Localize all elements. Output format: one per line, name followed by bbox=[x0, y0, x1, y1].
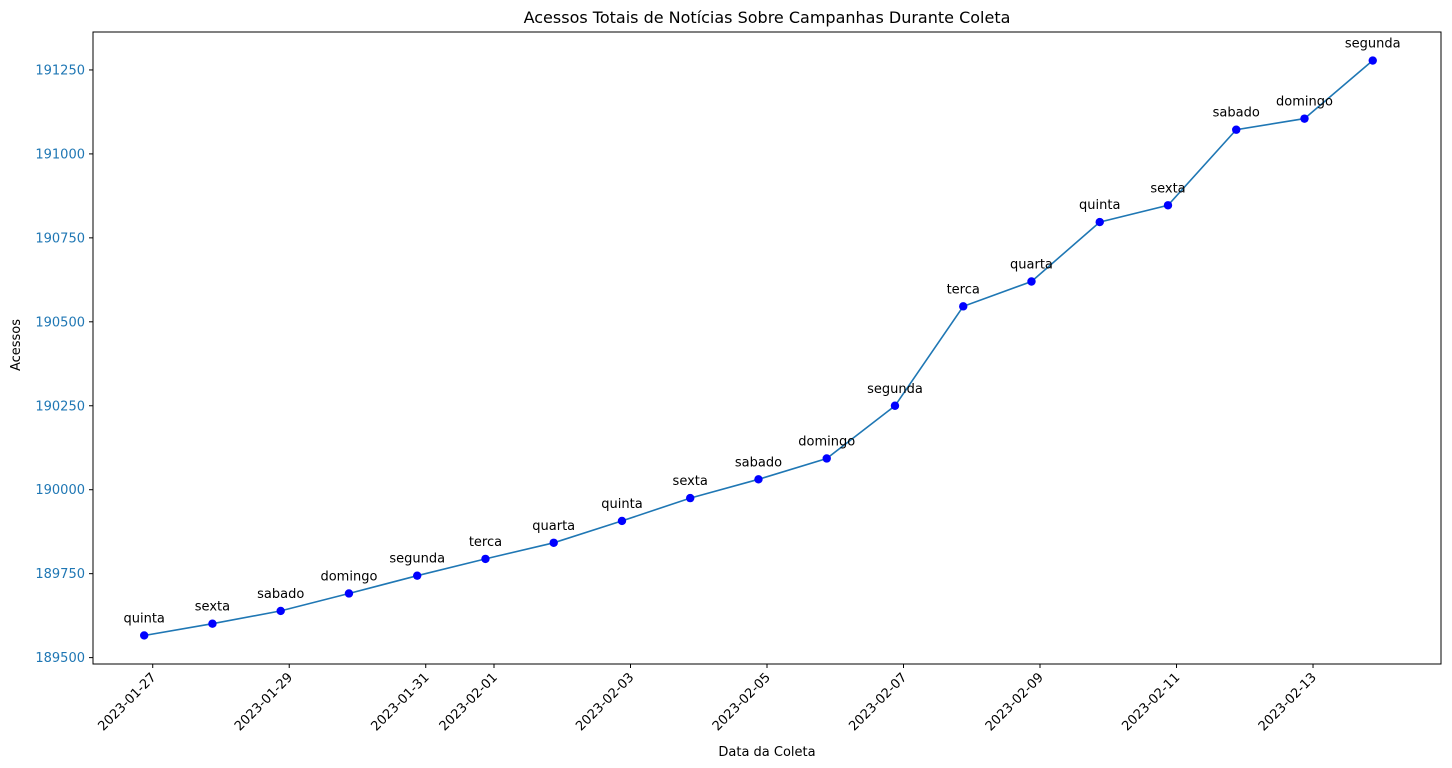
data-point-label: domingo bbox=[1276, 95, 1333, 110]
data-point-label: sabado bbox=[257, 587, 304, 602]
data-point bbox=[1300, 114, 1309, 123]
x-axis: 2023-01-27 2023-01-29 2023-01-31 2023-02-01… bbox=[96, 664, 1320, 734]
data-point-label: quinta bbox=[601, 497, 642, 512]
data-point-label: quinta bbox=[123, 611, 164, 626]
data-point bbox=[890, 401, 900, 410]
y-tick-label: 190000 bbox=[35, 483, 85, 498]
data-point-label: terca bbox=[469, 535, 502, 550]
y-tick-label: 191250 bbox=[35, 63, 85, 78]
data-point bbox=[1027, 277, 1036, 286]
data-point-label: sexta bbox=[195, 600, 230, 615]
x-tick-label: 2023-01-29 bbox=[232, 670, 296, 734]
y-tick-label: 189500 bbox=[35, 651, 85, 666]
data-point bbox=[1163, 201, 1173, 210]
x-tick-label: 2023-02-09 bbox=[983, 670, 1047, 734]
x-tick-label: 2023-02-13 bbox=[1256, 670, 1320, 734]
data-point bbox=[139, 631, 149, 640]
data-point-label: sabado bbox=[1213, 106, 1260, 121]
data-point bbox=[686, 493, 695, 503]
x-tick-label: 2023-02-05 bbox=[710, 670, 774, 734]
data-point bbox=[1095, 217, 1104, 227]
data-point bbox=[617, 516, 627, 526]
chart-title: Acessos Totais de Notícias Sobre Campanh… bbox=[524, 8, 1011, 27]
data-point bbox=[549, 538, 558, 547]
data-point bbox=[1368, 56, 1377, 65]
y-axis: 189500 189750 190000 190250 190500 190750 1910… bbox=[35, 63, 93, 666]
y-tick-label: 190750 bbox=[35, 231, 85, 246]
data-point bbox=[481, 554, 490, 564]
data-point-label: sabado bbox=[735, 455, 782, 470]
plot-frame bbox=[92, 31, 1442, 665]
data-point-label: quinta bbox=[1079, 198, 1120, 213]
data-point-label: domingo bbox=[798, 434, 855, 449]
y-tick-label: 189750 bbox=[35, 567, 85, 582]
y-tick-label: 190500 bbox=[35, 315, 85, 330]
data-point-label: quarta bbox=[532, 519, 575, 534]
y-tick-label: 191000 bbox=[35, 147, 85, 162]
data-point bbox=[276, 606, 285, 616]
data-point bbox=[822, 454, 831, 463]
data-point bbox=[1232, 125, 1241, 134]
data-point bbox=[344, 589, 354, 598]
data-point-label: domingo bbox=[320, 569, 377, 584]
data-point-label: sexta bbox=[673, 474, 708, 489]
x-tick-label: 2023-02-01 bbox=[437, 670, 501, 734]
data-point bbox=[208, 619, 217, 628]
x-tick-label: 2023-01-31 bbox=[369, 670, 433, 734]
data-point-label: terca bbox=[947, 282, 980, 297]
x-tick-label: 2023-01-27 bbox=[96, 670, 160, 734]
data-point-label: segunda bbox=[1345, 37, 1401, 52]
x-axis-label: Data da Coleta bbox=[718, 745, 815, 760]
y-tick-label: 190250 bbox=[35, 399, 85, 414]
x-tick-label: 2023-02-07 bbox=[846, 670, 910, 734]
data-point-label: segunda bbox=[867, 382, 923, 397]
series-line bbox=[144, 59, 1374, 637]
x-tick-label: 2023-02-03 bbox=[573, 670, 637, 734]
x-tick-label: 2023-02-11 bbox=[1119, 670, 1183, 734]
data-point-label: segunda bbox=[389, 552, 445, 567]
data-point-label: quarta bbox=[1010, 258, 1053, 273]
data-point bbox=[413, 571, 422, 580]
plot-area: quinta sexta sabado domingo segunda terca quar… bbox=[123, 37, 1401, 640]
data-point bbox=[754, 475, 763, 484]
data-point-label: sexta bbox=[1150, 181, 1185, 196]
y-axis-label: Acessos bbox=[9, 319, 24, 371]
data-point bbox=[959, 302, 968, 311]
